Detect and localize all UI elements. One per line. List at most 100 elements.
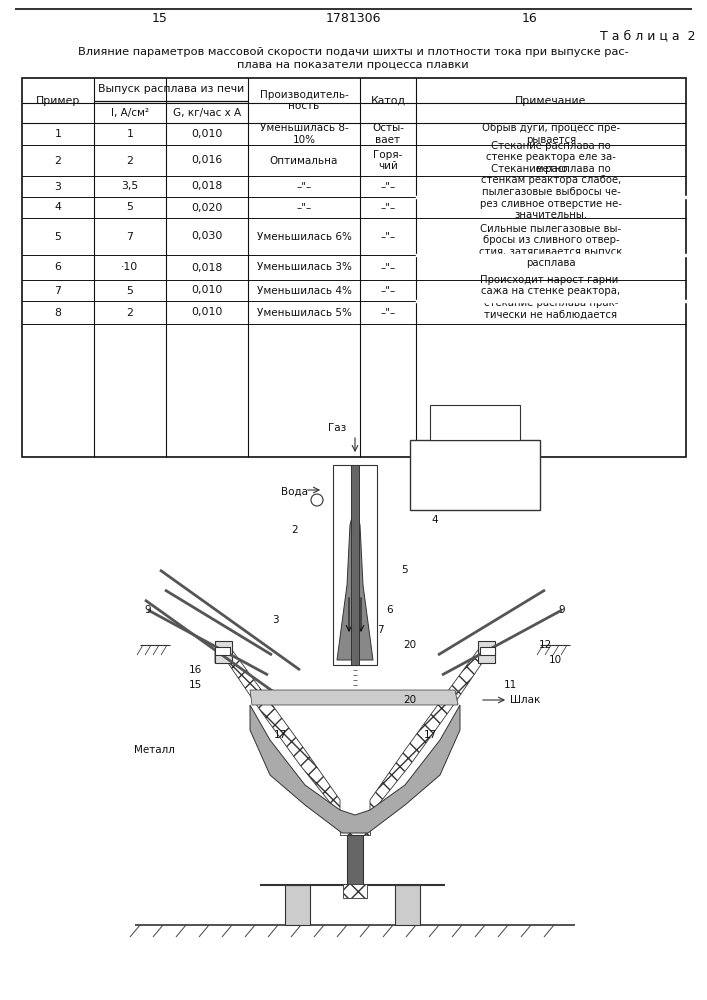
Text: Стекание расплава по
стенке реактора еле за-
метно: Стекание расплава по стенке реактора еле… [486, 141, 616, 174]
Text: 0,010: 0,010 [192, 308, 223, 318]
Text: Катод: Катод [370, 96, 406, 105]
Text: 8: 8 [54, 308, 62, 318]
Text: 0,018: 0,018 [192, 182, 223, 192]
Text: I, А/см²: I, А/см² [111, 108, 149, 118]
Text: –"–: –"– [380, 286, 396, 296]
Bar [480, 647, 495, 655]
Text: 3,5: 3,5 [122, 182, 139, 192]
Text: 14: 14 [349, 885, 361, 895]
Text: 7: 7 [127, 232, 134, 241]
Text: Металл: Металл [134, 745, 175, 755]
Text: 0,010: 0,010 [192, 286, 223, 296]
Polygon shape [215, 650, 340, 815]
Circle shape [311, 494, 323, 506]
Text: 2: 2 [127, 308, 134, 318]
Text: 17: 17 [274, 730, 286, 740]
Polygon shape [250, 705, 460, 833]
Text: 12: 12 [538, 640, 551, 650]
Text: –"–: –"– [380, 232, 396, 241]
Bar [430, 405, 520, 440]
Text: 15: 15 [188, 680, 201, 690]
Text: Вода: Вода [281, 487, 308, 497]
Text: 20: 20 [404, 640, 416, 650]
Bar [351, 465, 359, 665]
Text: 6: 6 [387, 605, 393, 615]
Text: ·10: ·10 [122, 262, 139, 272]
Polygon shape [340, 815, 370, 835]
Text: Примечание: Примечание [515, 96, 587, 105]
Text: Выпуск расплава из печи: Выпуск расплава из печи [98, 84, 244, 94]
Text: 4: 4 [432, 515, 438, 525]
Text: 11: 11 [503, 680, 517, 690]
Text: –"–: –"– [380, 308, 396, 318]
Text: Горя-
чий: Горя- чий [373, 150, 403, 171]
Bar [343, 884, 367, 898]
Text: 1: 1 [54, 129, 62, 139]
Text: Т а б л и ц а  2: Т а б л и ц а 2 [600, 29, 696, 42]
Bar [285, 885, 310, 925]
Text: 9: 9 [559, 605, 566, 615]
Text: Газ: Газ [328, 423, 346, 433]
Text: 5: 5 [402, 565, 409, 575]
Text: 7: 7 [54, 286, 62, 296]
Text: Происходит нарост гарни-
сажа на стенке реактора,
стекание расплава прак-
тическ: Происходит нарост гарни- сажа на стенке … [480, 275, 622, 319]
Text: 2: 2 [54, 155, 62, 165]
Text: 13: 13 [349, 850, 361, 860]
Bar [410, 440, 540, 510]
Text: 5: 5 [127, 202, 134, 213]
Text: Сильные пылегазовые вы-
бросы из сливного отвер-
стия, затягивается выпуск
распл: Сильные пылегазовые вы- бросы из сливног… [479, 224, 623, 268]
Text: Обрыв дуги, процесс пре-
рывается: Обрыв дуги, процесс пре- рывается [482, 123, 620, 145]
Text: Осты-
вает: Осты- вает [372, 123, 404, 145]
Text: 15: 15 [152, 12, 168, 25]
Text: Уменьшилась 8-
10%: Уменьшилась 8- 10% [259, 123, 349, 145]
Text: 8: 8 [367, 640, 373, 650]
Text: 10: 10 [549, 655, 561, 665]
Text: 16: 16 [522, 12, 538, 25]
Text: Шлак: Шлак [510, 695, 540, 705]
Text: 0,020: 0,020 [192, 202, 223, 213]
Text: 0,016: 0,016 [192, 155, 223, 165]
Text: 1: 1 [127, 129, 134, 139]
Text: Стекание расплава по
стенкам реактора слабое,
пылегазовые выбросы че-
рез сливно: Стекание расплава по стенкам реактора сл… [480, 164, 622, 220]
Text: Оптимальна: Оптимальна [270, 155, 338, 165]
Bar [347, 835, 363, 885]
Text: 0,010: 0,010 [192, 129, 223, 139]
Text: –"–: –"– [380, 202, 396, 213]
Text: Уменьшилась 5%: Уменьшилась 5% [257, 308, 351, 318]
Text: 2: 2 [127, 155, 134, 165]
Polygon shape [250, 690, 458, 705]
Text: Уменьшилась 3%: Уменьшилась 3% [257, 262, 351, 272]
Bar [395, 885, 420, 925]
Text: 17: 17 [423, 730, 437, 740]
Text: 5: 5 [127, 286, 134, 296]
Bar [478, 641, 495, 663]
Text: –"–: –"– [296, 202, 312, 213]
Text: плава на показатели процесса плавки: плава на показатели процесса плавки [237, 60, 469, 70]
Bar [215, 641, 232, 663]
Text: 5: 5 [54, 232, 62, 241]
Polygon shape [370, 650, 495, 815]
Text: 0,018: 0,018 [192, 262, 223, 272]
Text: 4: 4 [54, 202, 62, 213]
Text: G, кг/час х А: G, кг/час х А [173, 108, 241, 118]
Text: 3: 3 [271, 615, 279, 625]
Text: 3: 3 [54, 182, 62, 192]
Text: 0,030: 0,030 [192, 232, 223, 241]
Text: 16: 16 [188, 665, 201, 675]
Polygon shape [337, 505, 373, 660]
Text: –"–: –"– [380, 262, 396, 272]
Text: 20: 20 [404, 695, 416, 705]
Text: 2: 2 [292, 525, 298, 535]
Text: Влияние параметров массовой скорости подачи шихты и плотности тока при выпуске р: Влияние параметров массовой скорости под… [78, 47, 629, 57]
Text: –"–: –"– [380, 182, 396, 192]
Text: 1781306: 1781306 [325, 12, 381, 25]
Bar [22, 78, 686, 457]
Bar [215, 647, 230, 655]
Text: Пример: Пример [36, 96, 80, 105]
Text: 6: 6 [54, 262, 62, 272]
Text: 1: 1 [517, 445, 523, 455]
Text: –"–: –"– [296, 182, 312, 192]
Text: Производитель-
ность: Производитель- ность [259, 90, 349, 111]
Text: Уменьшилась 6%: Уменьшилась 6% [257, 232, 351, 241]
Text: 7: 7 [377, 625, 383, 635]
